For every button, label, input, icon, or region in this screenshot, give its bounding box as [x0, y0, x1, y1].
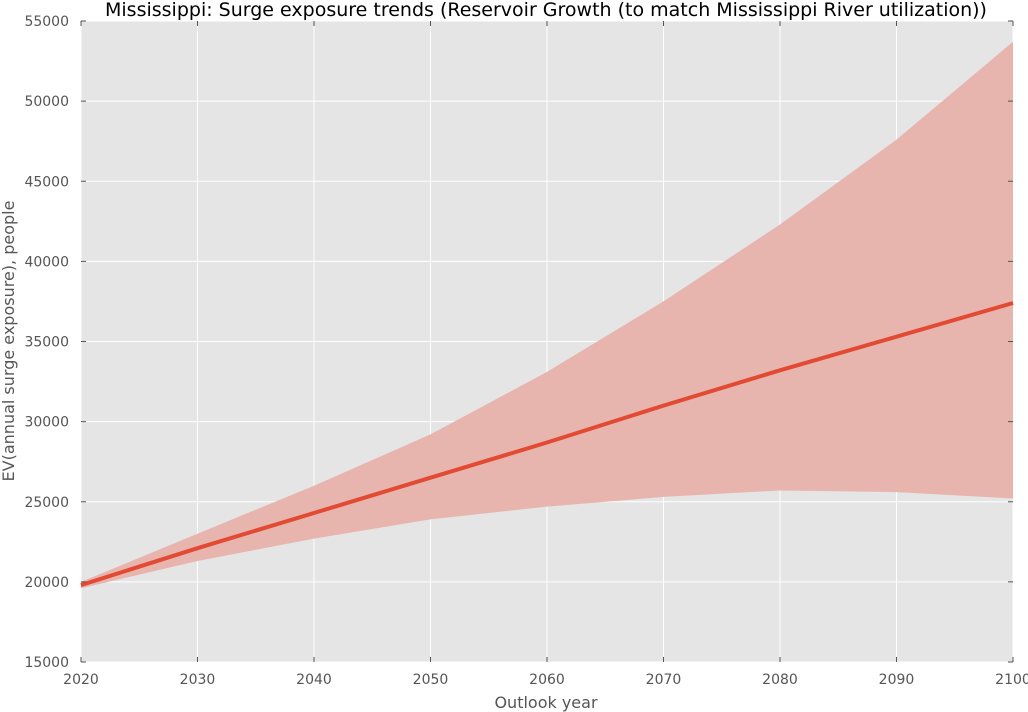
y-tick-label: 40000 [24, 254, 69, 270]
x-axis-label: Outlook year [494, 693, 598, 712]
y-tick-label: 35000 [24, 335, 69, 351]
y-tick-label: 15000 [24, 655, 69, 671]
x-tick-label: 2020 [63, 672, 99, 688]
y-tick-label: 25000 [24, 495, 69, 511]
uncertainty-band [81, 41, 1013, 589]
x-tick-label: 2030 [180, 672, 216, 688]
x-tick-label: 2100 [995, 672, 1028, 688]
x-tick-label: 2060 [529, 672, 565, 688]
y-tick-labels: 15000 20000 25000 30000 35000 40000 45000 50000… [24, 14, 69, 671]
x-tick-labels: 2020 2030 2040 2050 2060 2070 2080 2090 2100 [63, 672, 1028, 688]
chart-title: Mississippi: Surge exposure trends (Rese… [105, 0, 987, 21]
y-tick-label: 30000 [24, 415, 69, 431]
x-tick-label: 2050 [413, 672, 449, 688]
axis-ticks [80, 20, 1014, 663]
y-axis-label: EV(annual surge exposure), people [0, 201, 18, 482]
x-tick-label: 2070 [646, 672, 682, 688]
x-tick-label: 2040 [296, 672, 332, 688]
y-tick-label: 50000 [24, 94, 69, 110]
series-line [80, 301, 1014, 588]
x-tick-label: 2080 [762, 672, 798, 688]
y-tick-label: 45000 [24, 174, 69, 190]
y-tick-label: 20000 [24, 575, 69, 591]
y-tick-label: 55000 [24, 14, 69, 30]
x-tick-label: 2090 [879, 672, 915, 688]
